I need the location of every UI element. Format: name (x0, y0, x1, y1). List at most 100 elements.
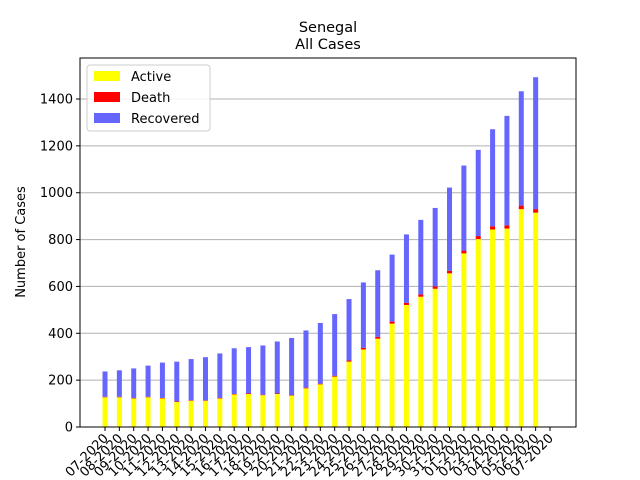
bar-recovered (102, 371, 108, 397)
bar-death (461, 250, 467, 254)
legend-swatch-recovered (94, 113, 120, 123)
bar-recovered (432, 207, 438, 287)
bar-death (188, 400, 194, 401)
bar-recovered (274, 341, 280, 394)
bar-active (217, 398, 223, 427)
bar-recovered (447, 187, 453, 271)
y-axis-label: Number of Cases (14, 186, 29, 298)
y-tick-label: 1000 (40, 186, 73, 201)
bar-death (231, 393, 237, 395)
bar-active (102, 397, 108, 427)
bar-recovered (518, 91, 524, 206)
bar-recovered (116, 370, 122, 397)
bar-death (289, 395, 295, 396)
bar-active (202, 400, 208, 427)
bar-active (504, 228, 510, 427)
bar-active (260, 395, 266, 427)
bar-recovered (145, 365, 151, 397)
legend-label-death: Death (131, 91, 170, 106)
bar-recovered (332, 314, 338, 376)
bar-active (447, 273, 453, 427)
y-tick-label: 0 (65, 421, 73, 436)
x-axis-ticks: 07-202008-202009-202010-202011-202012-20… (63, 427, 557, 480)
bar-active (432, 288, 438, 427)
y-axis-ticks: 0 200 400 600 800 1000 1200 1400 (40, 93, 80, 436)
bar-recovered (317, 322, 323, 384)
bar-recovered (360, 282, 366, 348)
bar-active (461, 253, 467, 427)
bar-active (159, 398, 165, 427)
bar-recovered (475, 149, 481, 237)
chart-subtitle: All Cases (295, 37, 361, 53)
bar-death (102, 396, 108, 398)
bar-active (533, 212, 539, 427)
bar-death (533, 209, 539, 213)
bar-recovered (403, 234, 409, 303)
bar-active (317, 384, 323, 427)
bar-death (317, 383, 323, 385)
bar-active (418, 296, 424, 427)
legend-label-recovered: Recovered (131, 112, 200, 127)
bar-death (159, 397, 165, 399)
bar-recovered (260, 345, 266, 395)
bar-death (518, 205, 524, 210)
bar-death (389, 321, 395, 324)
bar-recovered (375, 270, 381, 337)
bar-death (346, 360, 352, 362)
bar-recovered (490, 129, 496, 227)
y-tick-label: 800 (48, 233, 73, 248)
bar-active (475, 239, 481, 427)
bar-death (490, 226, 496, 230)
legend-label-active: Active (131, 70, 171, 85)
bar-active (174, 401, 180, 427)
bar-active (145, 397, 151, 427)
bar-death (260, 394, 266, 396)
bar-active (389, 323, 395, 427)
bar-active (246, 393, 252, 427)
bar-recovered (289, 337, 295, 396)
bar-death (432, 286, 438, 289)
bar-death (332, 375, 338, 377)
y-tick-label: 1400 (40, 93, 73, 108)
bar-recovered (303, 330, 309, 388)
bar-active (346, 361, 352, 427)
bar-active (231, 394, 237, 427)
bar-recovered (246, 347, 252, 394)
bar-recovered (504, 115, 510, 226)
bar-death (504, 225, 510, 229)
bar-active (289, 395, 295, 427)
bar-death (375, 336, 381, 339)
legend-swatch-death (94, 92, 120, 102)
bar-death (418, 294, 424, 297)
legend-swatch-active (94, 71, 120, 81)
bar-recovered (202, 357, 208, 401)
y-tick-label: 200 (48, 374, 73, 389)
bar-active (490, 229, 496, 427)
bar-death (131, 397, 137, 399)
bar-death (202, 400, 208, 401)
bar-death (360, 347, 366, 350)
bar-death (174, 401, 180, 402)
bar-death (116, 396, 122, 398)
legend: Active Death Recovered (86, 64, 211, 132)
bar-recovered (461, 165, 467, 251)
bar-death (145, 396, 151, 398)
bar-recovered (389, 254, 395, 322)
bar-death (246, 393, 252, 394)
y-tick-label: 600 (48, 280, 73, 295)
bar-death (447, 270, 453, 274)
bar-recovered (188, 359, 194, 401)
bar-death (403, 302, 409, 305)
y-tick-label: 1200 (40, 139, 73, 154)
bar-active (518, 209, 524, 427)
gridlines (80, 98, 576, 381)
bar-recovered (217, 353, 223, 398)
bar-recovered (174, 361, 180, 402)
bar-recovered (346, 299, 352, 361)
bar-active (332, 376, 338, 427)
bar-active (403, 304, 409, 427)
bar-active (116, 397, 122, 427)
bar-death (475, 236, 481, 240)
bar-recovered (533, 77, 539, 210)
